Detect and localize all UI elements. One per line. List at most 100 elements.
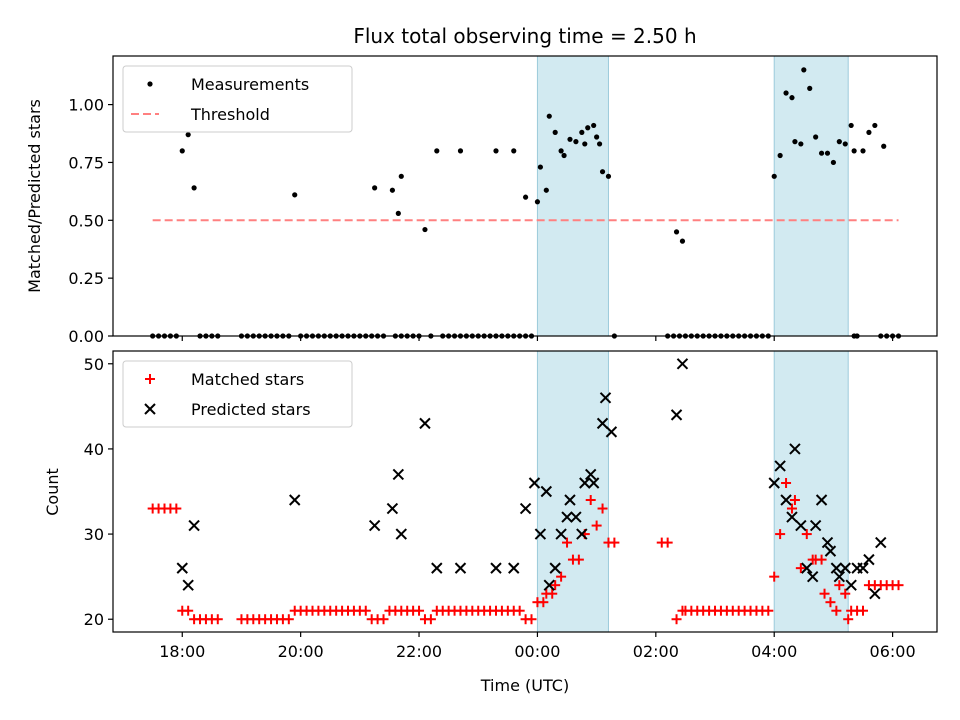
x-marker-b (789, 443, 801, 455)
data-point (188, 519, 200, 532)
data-point (549, 562, 561, 574)
data-point (830, 562, 843, 574)
x-marker-b (454, 562, 467, 574)
data-point (171, 503, 182, 514)
x-marker-b (833, 570, 846, 583)
x-axis-label: Time (UTC) (480, 676, 569, 695)
y-tick-label: 0.25 (68, 269, 104, 288)
data-point (508, 562, 520, 574)
data-point (564, 494, 576, 506)
x-marker-b (845, 579, 857, 591)
data-point (414, 605, 425, 616)
chart-title: Flux total observing time = 2.50 h (353, 24, 696, 48)
data-point (378, 614, 389, 625)
x-marker-b (839, 562, 851, 574)
x-marker-b (869, 587, 881, 600)
data-point (519, 502, 532, 515)
data-point (547, 588, 558, 599)
data-point (570, 511, 582, 523)
data-point (514, 605, 525, 616)
data-point (283, 614, 294, 625)
x-marker-b (564, 494, 576, 506)
data-point (781, 477, 792, 488)
data-point (851, 148, 857, 154)
data-point (818, 150, 825, 156)
data-point (893, 580, 904, 591)
x-marker-b (555, 528, 567, 540)
data-point (562, 537, 573, 548)
data-point (490, 562, 502, 574)
x-marker-b (795, 519, 807, 532)
x-marker-b (605, 426, 618, 438)
data-point (605, 426, 618, 438)
data-point (573, 139, 579, 145)
data-point (843, 614, 854, 625)
data-point (389, 187, 396, 193)
y-tick-label: 30 (84, 525, 104, 544)
data-point (398, 173, 404, 179)
data-point (555, 528, 567, 540)
data-point (585, 495, 596, 506)
data-point (860, 148, 866, 154)
data-point (816, 554, 827, 565)
x-tick-label: 06:00 (870, 642, 916, 661)
x-marker-b (830, 562, 843, 574)
data-point (582, 141, 588, 147)
x-marker-b (289, 494, 301, 506)
data-point (386, 502, 399, 515)
data-point (538, 597, 549, 608)
data-point (179, 148, 185, 154)
data-point (597, 503, 608, 514)
data-point (679, 238, 686, 244)
data-point (831, 605, 842, 616)
legend: Matched stars Predicted stars (122, 360, 353, 428)
x-marker-b (576, 528, 588, 540)
data-point (857, 562, 869, 574)
x-marker-b (863, 553, 875, 566)
data-point (585, 125, 591, 131)
data-point (842, 141, 848, 147)
shaded-interval (536, 350, 609, 633)
data-point (540, 485, 553, 498)
data-point (372, 185, 378, 191)
legend-label: Measurements (191, 75, 309, 94)
data-point (845, 579, 857, 591)
data-point (795, 563, 806, 574)
x-marker-b (176, 562, 188, 574)
x-tick-label: 02:00 (633, 642, 679, 661)
x-marker-b (188, 519, 200, 532)
y-tick-label: 0.75 (68, 153, 104, 172)
y-tick-label: 50 (84, 355, 104, 374)
data-point (493, 148, 499, 154)
bottom-panel: 20 30 40 50 18:00 20:00 22:00 00:00 02:00 04:00 06… (84, 350, 938, 661)
x-marker-b (540, 485, 553, 498)
data-point (579, 477, 591, 489)
x-marker-b (579, 477, 591, 489)
x-marker-b (857, 562, 869, 574)
x-marker-b (570, 511, 582, 523)
data-point (786, 503, 797, 514)
data-point (786, 511, 798, 523)
shaded-interval (536, 55, 609, 337)
data-point (183, 605, 194, 616)
x-marker-b (670, 409, 683, 421)
x-marker-b (549, 562, 561, 574)
data-point (360, 605, 371, 616)
data-point (392, 468, 405, 481)
top-y-axis-label: Matched/Predicted stars (25, 99, 44, 293)
x-marker-b (419, 417, 431, 430)
x-marker-b (584, 468, 597, 481)
plot-frame (112, 350, 938, 633)
data-point (419, 417, 431, 430)
data-point (780, 494, 792, 506)
data-point (368, 519, 381, 532)
x-marker-b (528, 477, 541, 489)
data-point (869, 587, 881, 600)
x-marker-b (824, 545, 837, 557)
data-point (594, 134, 600, 140)
data-point (561, 511, 573, 523)
x-marker-b (392, 468, 405, 481)
data-point (567, 136, 573, 142)
data-point (546, 113, 552, 119)
data-point (591, 520, 602, 531)
